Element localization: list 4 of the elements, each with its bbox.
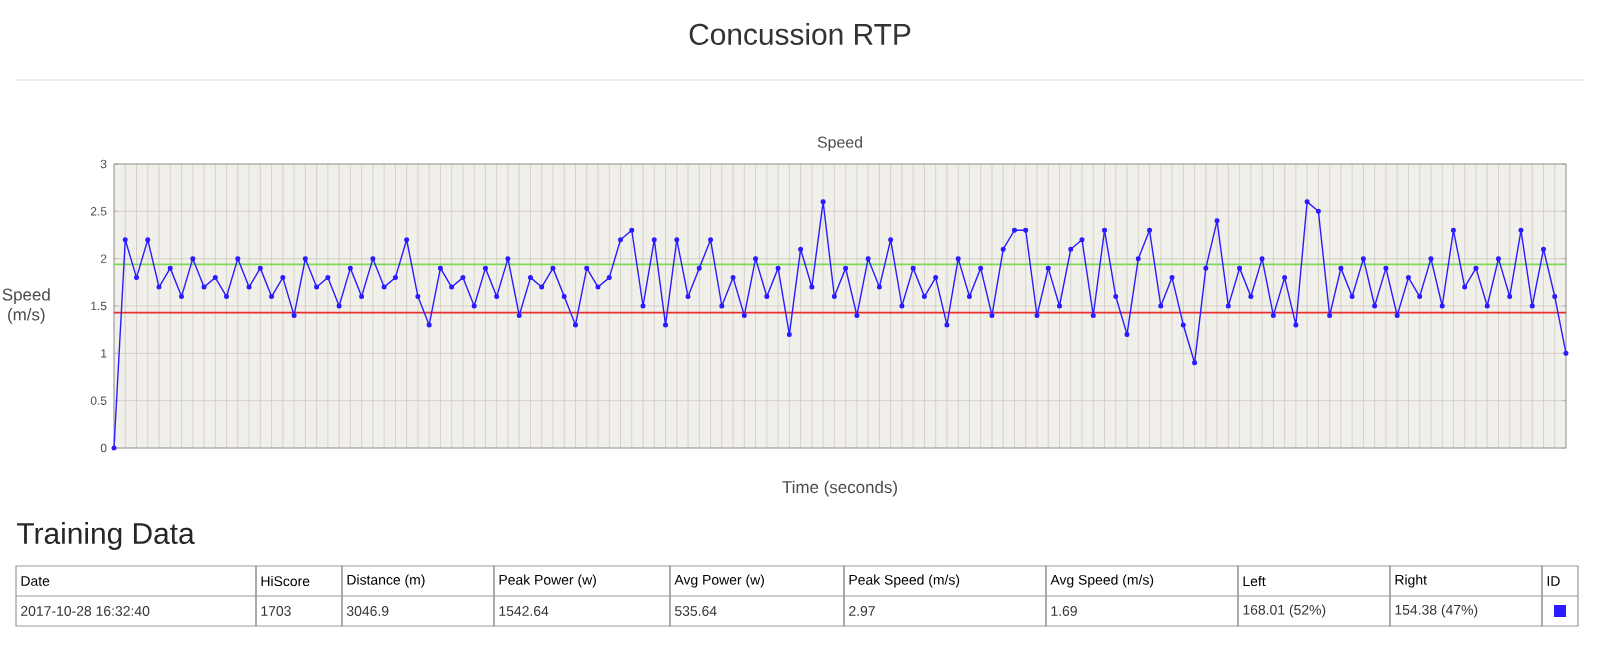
y-axis-title: Speed (m/s) (2, 288, 50, 324)
x-axis-title: Time (seconds) (782, 480, 897, 497)
text: Training Data (17, 522, 195, 550)
chart-title: Concussion RTP (689, 23, 911, 45)
